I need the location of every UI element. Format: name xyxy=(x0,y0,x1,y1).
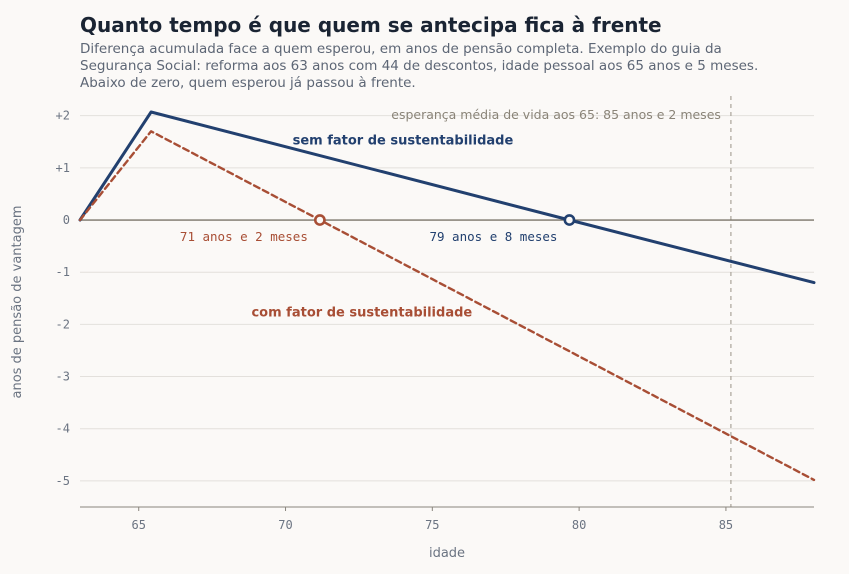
x-tick-label: 80 xyxy=(572,518,586,532)
y-tick-label: -1 xyxy=(56,265,70,279)
y-tick-label: -4 xyxy=(56,422,70,436)
crossing-label-1: 79 anos e 8 meses xyxy=(429,229,557,244)
labels-group: 79 anos e 8 meses sem fator de sustentabi… xyxy=(180,133,557,320)
y-tick-label: 0 xyxy=(63,213,70,227)
reference-line-label: esperança média de vida aos 65: 85 anos … xyxy=(391,107,721,122)
axes: +2 +1 0 -1 -2 -3 -4 -5 65 70 75 80 85 xyxy=(56,109,814,532)
series-group xyxy=(78,110,816,482)
series-label-1: sem fator de sustentabilidade xyxy=(293,133,514,148)
series-label-2: com fator de sustentabilidade xyxy=(251,306,472,321)
crossing-label-2: 71 anos e 2 meses xyxy=(180,229,308,244)
chart-subtitle-line-3: Abaixo de zero, quem esperou já passou à… xyxy=(80,75,416,91)
grid xyxy=(80,115,814,482)
reference-line-group: esperança média de vida aos 65: 85 anos … xyxy=(391,96,732,507)
x-tick-label: 85 xyxy=(719,518,733,532)
chart-title: Quanto tempo é que quem se antecipa fica… xyxy=(80,13,662,37)
y-tick-label: +2 xyxy=(56,109,70,123)
y-tick-label: -3 xyxy=(56,370,70,384)
x-tick-label: 70 xyxy=(278,518,292,532)
x-axis-label: idade xyxy=(429,546,465,561)
crossing-marker-2 xyxy=(313,214,326,226)
x-tick-label: 75 xyxy=(425,518,439,532)
chart-subtitle-line-1: Diferença acumulada face a quem esperou,… xyxy=(80,41,722,57)
y-axis-label: anos de pensão de vantagem xyxy=(10,205,25,398)
series-line-2 xyxy=(78,130,816,482)
y-tick-label: -2 xyxy=(56,317,70,331)
x-tick-label: 65 xyxy=(131,518,145,532)
chart-subtitle-line-2: Segurança Social: reforma aos 63 anos co… xyxy=(80,58,758,74)
y-tick-label: +1 xyxy=(56,161,70,175)
y-tick-label: -5 xyxy=(56,474,70,488)
series-line-1 xyxy=(78,110,816,285)
crossing-marker-1 xyxy=(563,214,576,226)
